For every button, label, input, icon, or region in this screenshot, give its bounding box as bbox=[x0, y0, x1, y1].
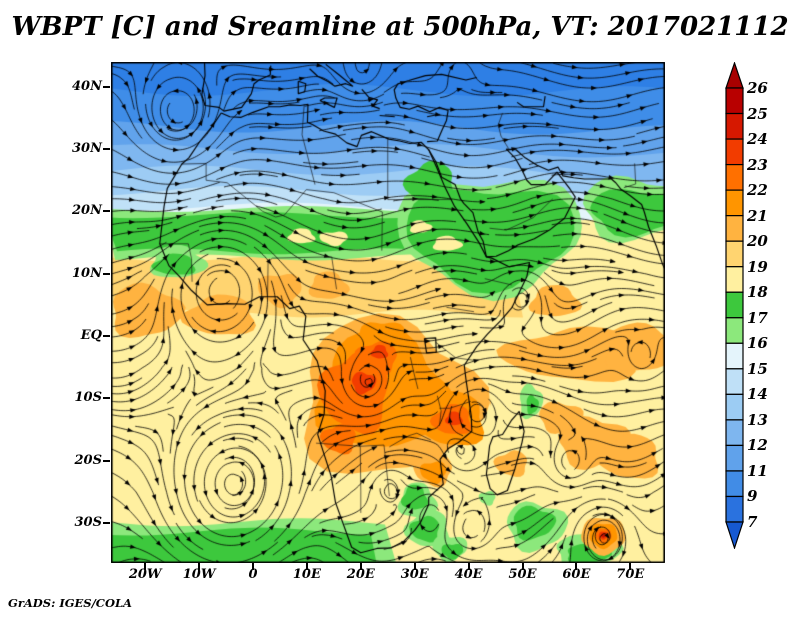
lon-tick-mark bbox=[359, 563, 362, 570]
colorbar-tick-label: 18 bbox=[747, 283, 768, 302]
lat-tick-label: 40N bbox=[72, 78, 102, 94]
lon-tick-label: 20W bbox=[128, 567, 162, 582]
colorbar-tick-label: 21 bbox=[747, 206, 768, 225]
lat-tick-label: 30S bbox=[74, 514, 102, 530]
lat-tick-mark bbox=[103, 397, 110, 400]
lon-tick-label: 50E bbox=[508, 567, 537, 582]
colorbar-tick-label: 26 bbox=[747, 79, 768, 97]
lon-tick-label: 40E bbox=[454, 567, 483, 582]
colorbar-tick-label: 22 bbox=[747, 181, 768, 200]
lat-tick-mark bbox=[103, 521, 110, 524]
lat-tick-mark bbox=[103, 148, 110, 151]
colorbar-tick-label: 17 bbox=[747, 308, 768, 327]
lat-tick-label: 10S bbox=[74, 390, 102, 406]
lat-tick-mark bbox=[103, 459, 110, 462]
colorbar-tick-label: 20 bbox=[747, 232, 768, 251]
colorbar-tick-label: 9 bbox=[747, 487, 758, 506]
lon-tick-label: 70E bbox=[616, 567, 645, 582]
lon-tick-label: 10E bbox=[292, 567, 321, 582]
lat-tick-label: 20S bbox=[74, 452, 102, 468]
lat-tick-mark bbox=[103, 210, 110, 213]
lat-tick-mark bbox=[103, 272, 110, 275]
lat-tick-mark bbox=[103, 85, 110, 88]
lon-tick-mark bbox=[198, 563, 201, 570]
grads-credit: GrADS: IGES/COLA bbox=[8, 596, 132, 610]
colorbar-tick-label: 11 bbox=[747, 461, 768, 480]
lat-tick-label: 10N bbox=[72, 265, 102, 281]
colorbar-tick-label: 24 bbox=[747, 130, 768, 149]
lat-tick-label: EQ bbox=[80, 328, 102, 343]
lon-tick-mark bbox=[305, 563, 308, 570]
colorbar-tick-label: 7 bbox=[747, 513, 758, 531]
map-canvas bbox=[111, 62, 665, 563]
colorbar-labels: 26 25 24 23 22 21 20 19 18 17 16 15 14 13 12 11 9 7 bbox=[747, 62, 787, 549]
lat-tick-mark bbox=[103, 335, 110, 337]
lat-tick-label: 20N bbox=[72, 203, 102, 219]
colorbar-svg bbox=[725, 61, 744, 550]
colorbar-tick-label: 25 bbox=[747, 104, 768, 123]
lat-tick-label: 30N bbox=[72, 141, 102, 157]
lon-tick-mark bbox=[467, 563, 470, 570]
lon-tick-mark bbox=[521, 563, 524, 570]
lon-tick-label: 0 bbox=[248, 567, 258, 582]
lon-tick-mark bbox=[629, 563, 632, 570]
colorbar-tick-label: 12 bbox=[747, 436, 768, 455]
lon-tick-mark bbox=[144, 563, 147, 570]
colorbar-tick-label: 16 bbox=[747, 334, 768, 353]
colorbar-tick-label: 14 bbox=[747, 385, 768, 404]
colorbar-tick-label: 15 bbox=[747, 359, 768, 378]
colorbar-tick-label: 19 bbox=[747, 257, 768, 276]
lon-tick-label: 20E bbox=[346, 567, 375, 582]
lon-tick-label: 30E bbox=[400, 567, 429, 582]
lon-tick-mark bbox=[413, 563, 416, 570]
colorbar-tick-label: 23 bbox=[747, 155, 768, 174]
lon-tick-label: 10W bbox=[182, 567, 216, 582]
chart-title: WBPT [C] and Sreamline at 500hPa, VT: 20… bbox=[11, 12, 789, 42]
colorbar-tick-label: 13 bbox=[747, 410, 768, 429]
colorbar bbox=[725, 61, 744, 553]
lon-tick-mark bbox=[575, 563, 578, 570]
lon-tick-mark bbox=[252, 563, 254, 570]
lon-tick-label: 60E bbox=[562, 567, 591, 582]
